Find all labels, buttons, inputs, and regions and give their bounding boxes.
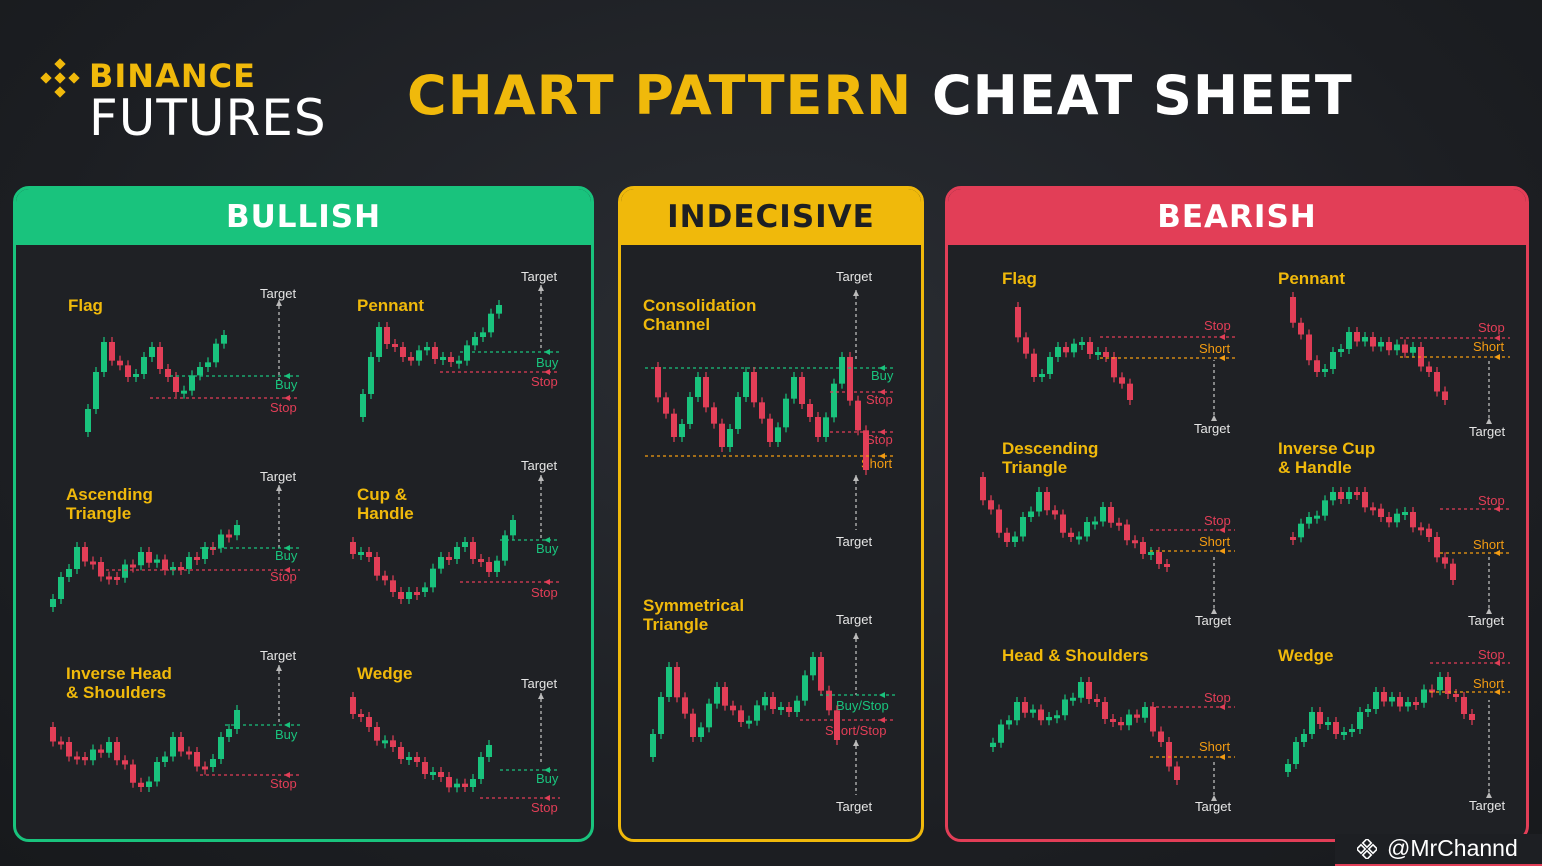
label-buy: Buy [536,355,559,370]
indecisive-header: INDECISIVE [621,189,921,245]
label-buy: Buy [536,541,559,556]
pattern-name-bull-wedge: Wedge [357,664,413,683]
label-stop: Stop [270,400,297,415]
label-short: Short [861,456,893,471]
title-rest: CHEAT SHEET [932,64,1353,127]
pattern-name-bull-ascending-triangle: Ascending Triangle [66,485,153,523]
pattern-name-bear-flag: Flag [1002,269,1037,288]
label-target: Target [521,458,558,473]
author-handle: @MrChannd [1387,835,1518,861]
pattern-name-bull-cup-handle: Cup & Handle [357,485,414,523]
label-stop: Stop [1204,690,1231,705]
binance-small-icon [1357,839,1377,859]
label-short: Short [1473,676,1505,691]
binance-logo-icon [40,58,80,98]
label-target: Target [836,799,873,814]
label-buy: Buy [871,368,894,383]
pattern-name-consolidation-channel: Consolidation Channel [643,296,757,334]
label-buy-stop: Buy/Stop [836,698,889,713]
label-stop: Stop [531,585,558,600]
label-short: Short [1473,537,1505,552]
label-target: Target [521,269,558,284]
label-stop: Stop [1204,318,1231,333]
label-target: Target [1194,421,1231,436]
bullish-header: BULLISH [16,189,591,245]
label-target: Target [260,286,297,301]
pattern-name-bull-inverse-hs: Inverse Head & Shoulders [66,664,172,702]
label-stop: Stop [1478,320,1505,335]
pattern-name-bear-pennant: Pennant [1278,269,1346,288]
label-stop: Stop [1478,647,1505,662]
label-target: Target [521,676,558,691]
label-target: Target [836,269,873,284]
label-target: Target [836,612,873,627]
pattern-name-bear-wedge: Wedge [1278,646,1334,665]
brand-product: FUTURES [89,89,327,147]
pattern-name-bear-descending-triangle: Descending Triangle [1002,439,1099,477]
label-buy: Buy [275,548,298,563]
title-highlight: CHART PATTERN [407,64,913,127]
label-target: Target [1469,424,1506,439]
label-stop: Stop [270,776,297,791]
label-target: Target [1195,799,1232,814]
label-stop: Stop [866,432,893,447]
label-short: Short [1199,739,1231,754]
pattern-name-bull-flag: Flag [68,296,103,315]
label-buy: Buy [536,771,559,786]
label-stop: Stop [531,374,558,389]
label-stop: Stop [866,392,893,407]
label-target: Target [260,469,297,484]
pattern-name-bear-inverse-cup: Inverse Cup & Handle [1278,439,1376,477]
label-target: Target [1468,613,1505,628]
label-target: Target [260,648,297,663]
label-stop: Stop [270,569,297,584]
label-target: Target [836,534,873,549]
label-short: Short [1473,339,1505,354]
pattern-name-symmetrical-triangle: Symmetrical Triangle [643,596,745,634]
author-credit: @MrChannd [1335,834,1542,866]
bullish-panel: BULLISH [13,186,594,842]
bearish-header: BEARISH [948,189,1526,245]
label-stop: Stop [1478,493,1505,508]
label-target: Target [1195,613,1232,628]
label-target: Target [1469,798,1506,813]
label-short: Short [1199,534,1231,549]
bearish-panel: BEARISH [945,186,1529,842]
label-buy: Buy [275,727,298,742]
label-stop: Stop [531,800,558,815]
label-buy: Buy [275,377,298,392]
label-stop: Stop [1204,513,1231,528]
pattern-name-bear-head-shoulders: Head & Shoulders [1002,646,1149,665]
indecisive-panel: INDECISIVE [618,186,924,842]
page-title: CHART PATTERN CHEAT SHEET [407,64,1353,128]
pattern-name-bull-pennant: Pennant [357,296,425,315]
label-short: Short [1199,341,1231,356]
label-short-stop: Short/Stop [825,723,887,738]
brand-name: BINANCE [89,57,256,95]
